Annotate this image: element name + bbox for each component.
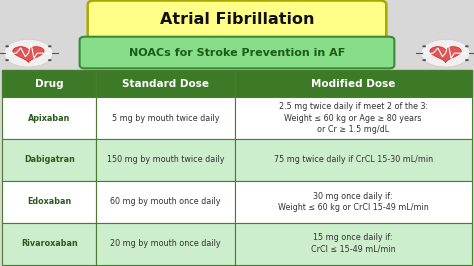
Bar	[235, 139, 472, 181]
Bar	[235, 97, 472, 139]
Text: Atrial Fibrillation: Atrial Fibrillation	[160, 13, 314, 27]
Bar	[96, 70, 235, 97]
Bar	[2, 139, 96, 181]
Bar	[2, 97, 96, 139]
Polygon shape	[13, 47, 44, 63]
Text: Modified Dose: Modified Dose	[311, 79, 395, 89]
Bar	[235, 181, 472, 223]
FancyBboxPatch shape	[80, 37, 394, 68]
Text: 2.5 mg twice daily if meet 2 of the 3:
Weight ≤ 60 kg or Age ≥ 80 years
or Cr ≥ : 2.5 mg twice daily if meet 2 of the 3: W…	[279, 102, 428, 134]
Text: Apixaban: Apixaban	[28, 114, 71, 123]
Text: Drug: Drug	[35, 79, 64, 89]
Circle shape	[465, 45, 469, 47]
Text: 15 mg once daily if:
CrCl ≤ 15-49 mL/min: 15 mg once daily if: CrCl ≤ 15-49 mL/min	[311, 234, 395, 254]
Text: 75 mg twice daily if CrCL 15-30 mL/min: 75 mg twice daily if CrCL 15-30 mL/min	[273, 155, 433, 164]
Bar	[2, 223, 96, 265]
Text: Edoxaban: Edoxaban	[27, 197, 72, 206]
Bar	[96, 139, 235, 181]
Text: Rivaroxaban: Rivaroxaban	[21, 239, 78, 248]
Text: 5 mg by mouth twice daily: 5 mg by mouth twice daily	[112, 114, 219, 123]
Bar	[235, 223, 472, 265]
Circle shape	[4, 39, 53, 67]
Circle shape	[421, 39, 470, 67]
Bar	[96, 97, 235, 139]
Circle shape	[422, 59, 426, 61]
Circle shape	[48, 45, 52, 47]
Text: 150 mg by mouth twice daily: 150 mg by mouth twice daily	[107, 155, 224, 164]
Text: 30 mg once daily if:
Weight ≤ 60 kg or CrCl 15-49 mL/min: 30 mg once daily if: Weight ≤ 60 kg or C…	[278, 192, 428, 212]
Bar	[96, 223, 235, 265]
Text: Dabigatran: Dabigatran	[24, 155, 75, 164]
Circle shape	[422, 45, 426, 47]
Bar	[2, 181, 96, 223]
Circle shape	[5, 45, 9, 47]
Polygon shape	[430, 47, 461, 63]
Text: 20 mg by mouth once daily: 20 mg by mouth once daily	[110, 239, 221, 248]
Circle shape	[465, 59, 469, 61]
Bar	[96, 181, 235, 223]
Text: NOACs for Stroke Prevention in AF: NOACs for Stroke Prevention in AF	[129, 48, 345, 58]
Text: Standard Dose: Standard Dose	[122, 79, 209, 89]
Circle shape	[48, 59, 52, 61]
Bar	[2, 70, 96, 97]
Text: 60 mg by mouth once daily: 60 mg by mouth once daily	[110, 197, 221, 206]
Bar	[235, 70, 472, 97]
Circle shape	[5, 59, 9, 61]
FancyBboxPatch shape	[88, 1, 386, 40]
